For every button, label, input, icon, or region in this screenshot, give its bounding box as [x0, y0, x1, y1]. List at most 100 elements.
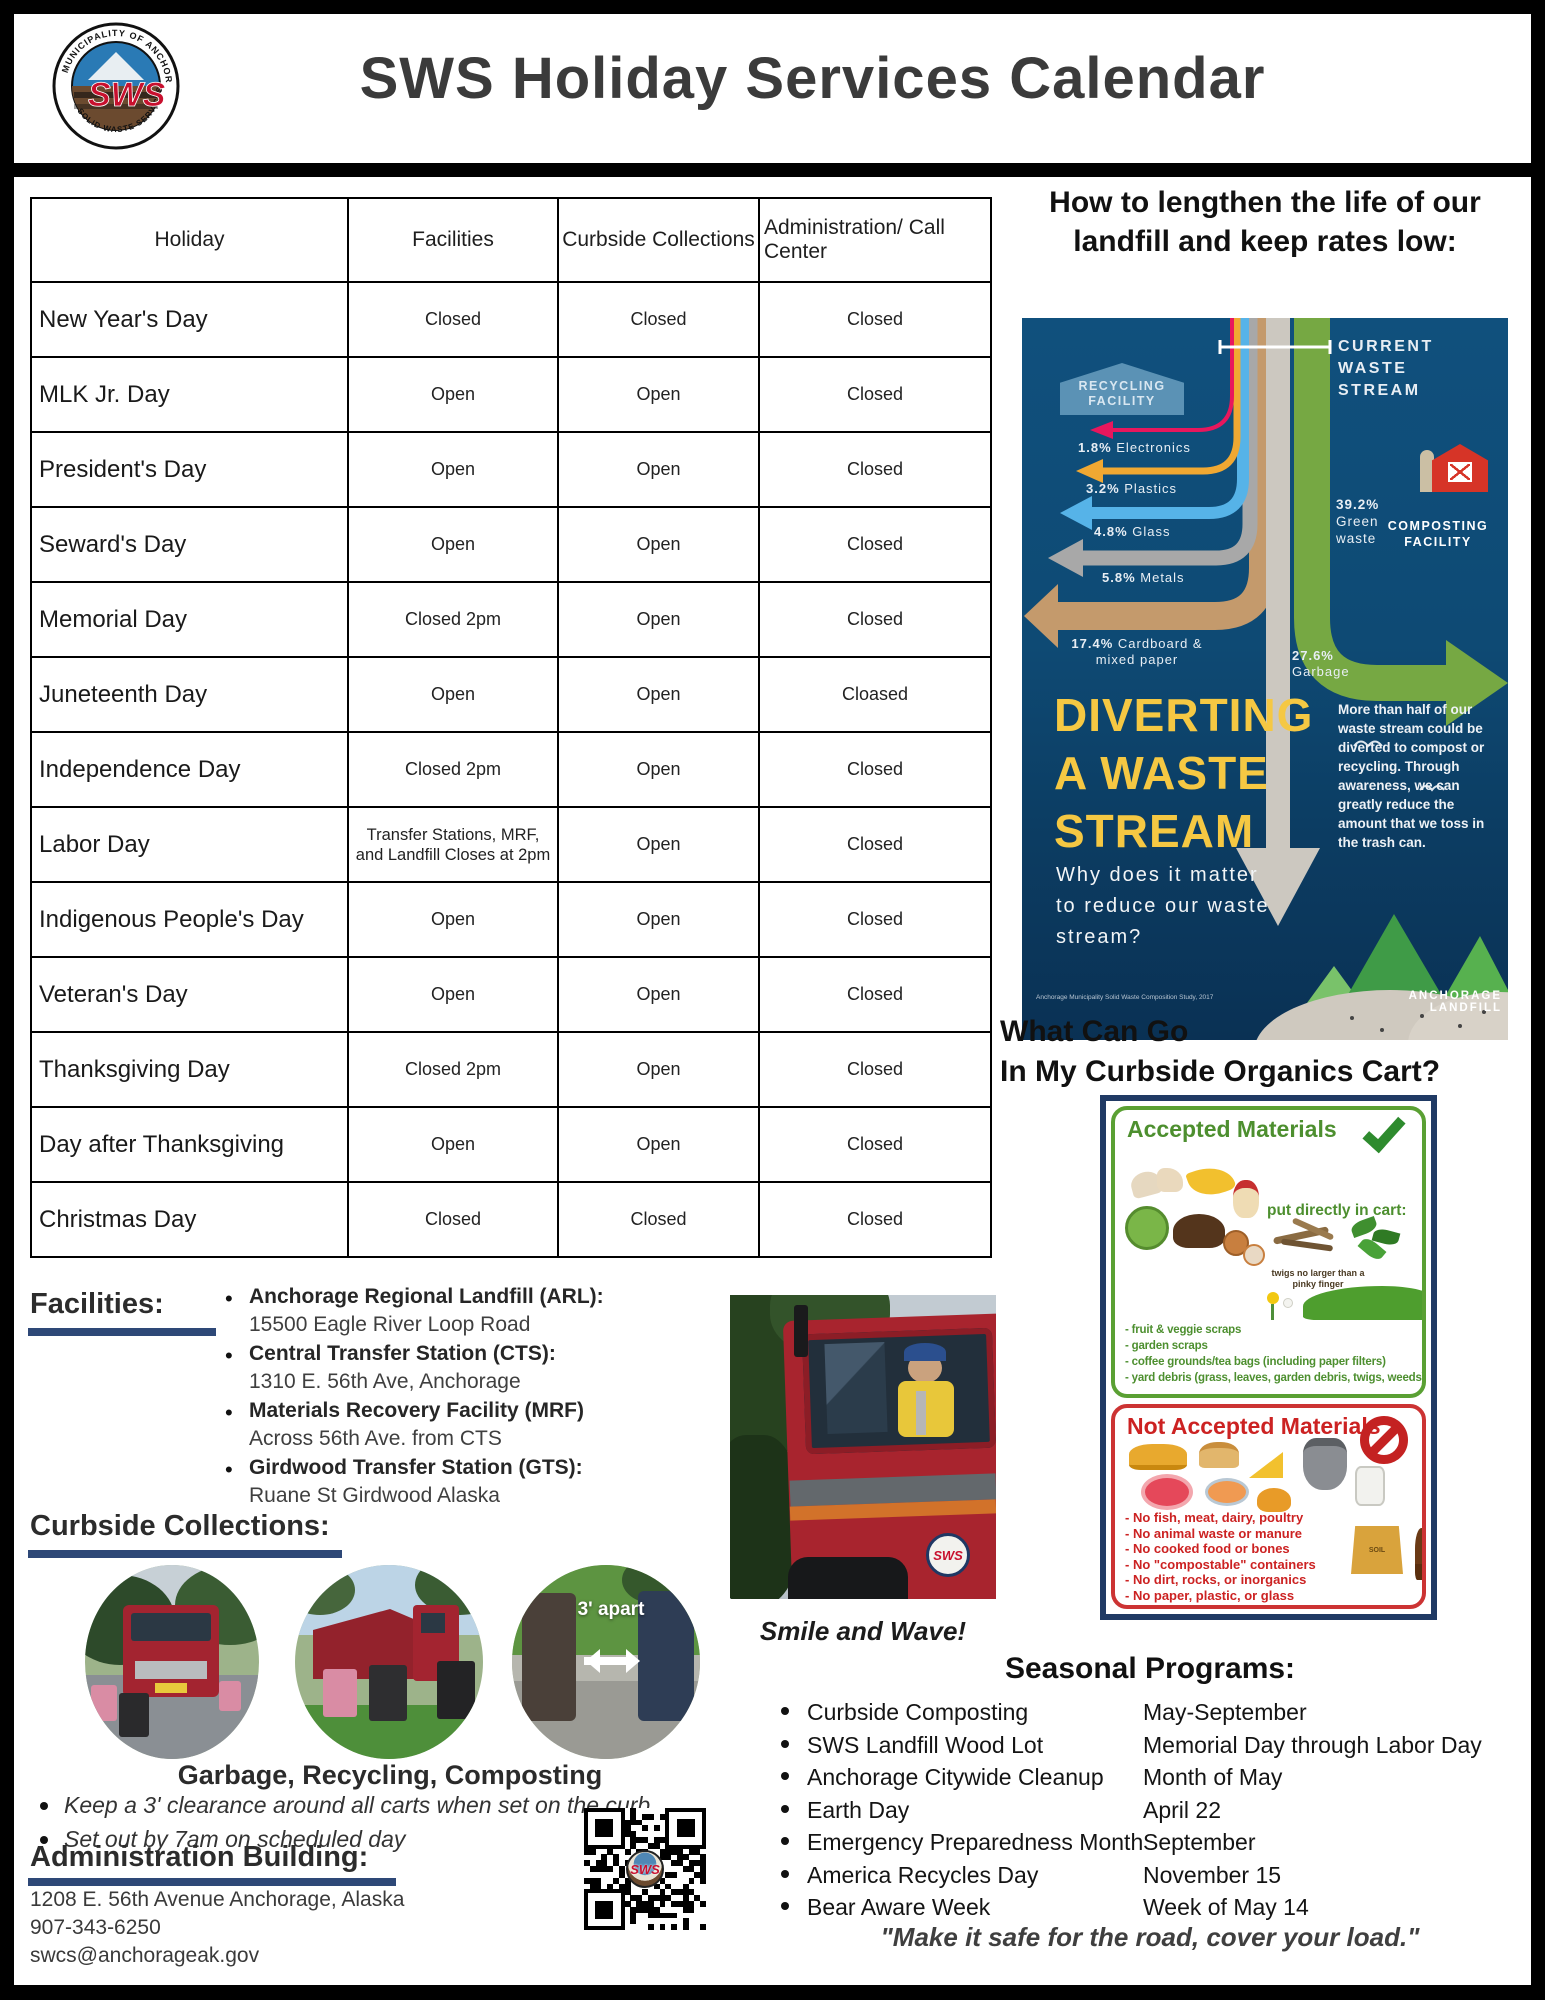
spacing-label: 3' apart [577, 1599, 645, 1620]
admin-underline [28, 1878, 396, 1886]
composting-facility-label: COMPOSTING FACILITY [1387, 519, 1489, 549]
anchorage-landfill-label: ANCHORAGE LANDFILL [1408, 990, 1502, 1014]
holiday-name: Indigenous People's Day [30, 881, 349, 958]
accepted-title: Accepted Materials [1127, 1116, 1337, 1142]
curbside-status: Open [557, 881, 760, 958]
qr-finder [665, 1808, 706, 1849]
organics-cart-graphic: Accepted Materials put directly in cart:… [1100, 1095, 1437, 1620]
blue-cart-icon [638, 1591, 694, 1721]
facilities-status: Open [347, 956, 559, 1033]
admin-status: Closed [758, 431, 992, 508]
seasonal-item: Bear Aware Week Week of May 14 [775, 1892, 1525, 1925]
garbage-truck-photo [85, 1565, 259, 1759]
facilities-status: Transfer Stations, MRF, and Landfill Clo… [347, 806, 559, 883]
table-row: Veteran's Day Open Open Closed [30, 956, 992, 1033]
soil-bag-icon: SOIL [1351, 1526, 1403, 1574]
col-facilities: Facilities [347, 197, 559, 283]
salmon-steak-icon [1205, 1478, 1249, 1506]
stream-label-electronics: 1.8% Electronics [1078, 440, 1191, 455]
facilities-heading: Facilities: [30, 1288, 164, 1320]
admin-status: Closed [758, 881, 992, 958]
table-row: Memorial Day Closed 2pm Open Closed [30, 581, 992, 658]
facilities-status: Closed 2pm [347, 581, 559, 658]
brown-cart-icon [522, 1593, 576, 1721]
qr-finder [584, 1889, 625, 1930]
curbside-status: Open [557, 356, 760, 433]
admin-status: Closed [758, 356, 992, 433]
seasonal-item: SWS Landfill Wood Lot Memorial Day throug… [775, 1730, 1525, 1763]
seasonal-item: Anchorage Citywide Cleanup Month of May [775, 1762, 1525, 1795]
holiday-name: Independence Day [30, 731, 349, 808]
trash-bag-icon [1303, 1438, 1347, 1490]
twig-icon [1280, 1238, 1334, 1252]
table-row: Thanksgiving Day Closed 2pm Open Closed [30, 1031, 992, 1108]
seasonal-item: Earth Day April 22 [775, 1795, 1525, 1828]
seasonal-item: Curbside Composting May-September [775, 1697, 1525, 1730]
holiday-name: Memorial Day [30, 581, 349, 658]
holiday-name: Christmas Day [30, 1181, 349, 1258]
table-row: Independence Day Closed 2pm Open Closed [30, 731, 992, 808]
seasonal-item: America Recycles Day November 15 [775, 1860, 1525, 1893]
table-row: President's Day Open Open Closed [30, 431, 992, 508]
stream-label-plastics: 3.2% Plastics [1086, 481, 1178, 496]
curbside-status: Open [557, 1106, 760, 1183]
safety-quote: "Make it safe for the road, cover your l… [880, 1922, 1420, 1952]
no-symbol-icon [1360, 1416, 1408, 1464]
facility-item: • Girdwood Transfer Station (GTS): Ruane… [225, 1456, 583, 1507]
table-header-row: Holiday Facilities Curbside Collections … [30, 197, 992, 283]
curbside-status: Open [557, 656, 760, 733]
holiday-name: Seward's Day [30, 506, 349, 583]
admin-email: swcs@anchorageak.gov [30, 1944, 260, 1967]
holiday-name: Day after Thanksgiving [30, 1106, 349, 1183]
holiday-name: Labor Day [30, 806, 349, 883]
page-border-right [1531, 0, 1545, 2000]
sws-logo: MUNICIPALITY OF ANCHORAGE SOLID WASTE SE… [48, 14, 180, 150]
facilities-status: Open [347, 356, 559, 433]
admin-status: Closed [758, 581, 992, 658]
facilities-status: Open [347, 506, 559, 583]
table-row: Indigenous People's Day Open Open Closed [30, 881, 992, 958]
eggshell-icon [1157, 1168, 1183, 1192]
facility-item: • Central Transfer Station (CTS): 1310 E… [225, 1342, 556, 1393]
waste-stream-infographic: RECYCLING FACILITY CURRENT WASTE STREAM … [1022, 318, 1508, 1040]
curbside-status: Closed [557, 1181, 760, 1258]
apple-core-icon [1233, 1180, 1259, 1218]
header-divider [0, 163, 1545, 177]
waste-stream-diagram [1024, 318, 1508, 1040]
facilities-list: • Anchorage Regional Landfill (ARL): 155… [215, 1283, 775, 1511]
curbside-bullet: Keep a 3' clearance around all carts whe… [39, 1792, 651, 1818]
facilities-status: Closed 2pm [347, 1031, 559, 1108]
facilities-status: Open [347, 881, 559, 958]
cart-note: put directly in cart: [1267, 1202, 1407, 1219]
curbside-status: Open [557, 731, 760, 808]
stream-label-cardboard: 17.4% Cardboard & mixed paper [1071, 636, 1203, 667]
seasonal-heading: Seasonal Programs: [1004, 1652, 1296, 1685]
admin-phone: 907-343-6250 [30, 1916, 161, 1939]
meat-icon [1141, 1474, 1193, 1510]
curbside-status: Open [557, 956, 760, 1033]
facilities-status: Closed [347, 281, 559, 358]
qr-sws-logo: SWS [626, 1850, 664, 1888]
table-row: Seward's Day Open Open Closed [30, 506, 992, 583]
page-border-left [0, 0, 14, 2000]
black-cart-icon [119, 1693, 149, 1737]
logo-sws-text: SWS [88, 76, 166, 114]
garbage-label: 27.6% Garbage [1292, 648, 1350, 679]
twig-note: twigs no larger than a pinky finger [1271, 1268, 1365, 1289]
accepted-list: - fruit & veggie scraps - garden scraps … [1125, 1324, 1426, 1384]
banana-peel-icon [1185, 1159, 1237, 1203]
page-border-top [0, 0, 1545, 14]
stream-label-glass: 4.8% Glass [1094, 524, 1171, 539]
holiday-name: Juneteenth Day [30, 656, 349, 733]
facility-item: • Anchorage Regional Landfill (ARL): 155… [225, 1285, 604, 1336]
admin-status: Closed [758, 956, 992, 1033]
page-title: SWS Holiday Services Calendar [359, 46, 1266, 111]
col-curbside: Curbside Collections [557, 197, 760, 283]
table-row: Day after Thanksgiving Open Open Closed [30, 1106, 992, 1183]
black-cart-icon [369, 1665, 407, 1721]
table-row: Labor Day Transfer Stations, MRF, and Lan… [30, 806, 992, 883]
onion-icon [1243, 1244, 1265, 1266]
organics-heading: What Can Go In My Curbside Organics Cart… [1000, 1015, 1441, 1088]
pink-cart-icon [91, 1685, 117, 1721]
